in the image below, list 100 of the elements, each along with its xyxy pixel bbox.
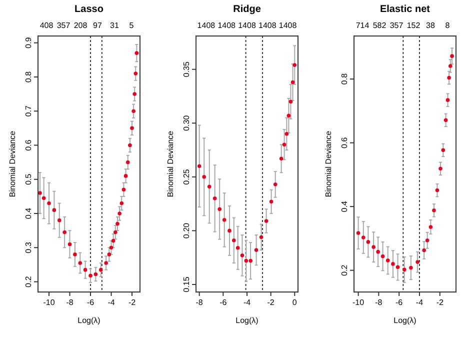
x-tick-label: -10 [352,298,365,307]
point [83,268,88,272]
text: 1408 [238,21,256,30]
chart-title: Elastic net [380,4,431,15]
y-tick-label: 0.15 [182,276,191,292]
text: 97 [93,21,102,30]
point [94,272,98,276]
x-tick-label: -4 [416,298,424,307]
y-tick-label: 0.4 [24,207,33,220]
point [228,228,232,233]
x-tick-label: -6 [220,298,228,307]
text: 582 [372,21,387,30]
point [282,142,286,147]
point [248,258,252,263]
point [259,235,264,240]
point [232,238,236,242]
y-tick-label: 0.35 [182,61,191,78]
text: 408 [40,21,54,30]
y-tick-label: 0.2 [24,276,33,288]
point [68,242,72,246]
point [386,258,390,262]
text: 1408 [197,21,216,30]
point [134,51,139,55]
text: 152 [406,21,421,30]
text: 8 [445,21,450,30]
y-axis-title: Binomial Deviance [8,130,17,198]
point [438,166,442,171]
text: 5 [129,21,134,30]
point [197,164,202,168]
point [361,236,366,240]
point [52,208,56,212]
point [391,262,395,266]
point [88,274,92,278]
point [134,72,138,76]
y-tick-label: 0.7 [24,104,33,117]
x-tick-label: -6 [396,298,404,307]
chart-title: Lasso [74,4,104,15]
x-tick-label: -4 [243,298,252,307]
point [207,184,212,188]
point [264,219,268,223]
point [402,268,406,272]
point [42,196,46,200]
y-axis-title: Binomial Deviance [324,130,333,198]
point [366,240,370,244]
x-tick-label: 0 [292,298,298,307]
text: 38 [426,21,436,30]
point [425,238,430,242]
point [444,118,448,122]
point [446,98,450,102]
y-tick-label: 0.8 [24,70,33,83]
point [450,54,454,58]
y-tick-label: 0.20 [182,222,191,238]
point [422,248,426,252]
point [78,261,82,265]
y-tick-label: 0.3 [24,242,33,254]
point [240,254,244,258]
point [116,222,120,226]
point [202,175,206,179]
y-tick-label: 0.4 [340,200,349,212]
point [244,258,248,263]
point [98,268,103,272]
x-tick-label: -8 [196,298,204,307]
x-axis-title: Log(λ) [78,316,101,325]
point [372,245,376,249]
point [128,143,132,148]
point [73,252,77,256]
x-tick-label: -2 [267,298,275,307]
text: 31 [110,21,120,30]
point [124,174,128,178]
y-tick-label: 0.6 [340,136,349,148]
point [441,148,446,152]
point [356,231,360,235]
point [212,196,217,200]
point [273,182,278,186]
x-tick-label: -10 [43,298,56,307]
text: 208 [74,21,88,30]
point [47,201,51,206]
point [222,218,226,222]
point [126,160,130,164]
x-tick-label: -8 [375,298,383,307]
point [104,261,108,265]
point [416,260,420,264]
text: 714 [356,21,370,30]
text: 1408 [218,21,236,30]
y-tick-label: 0.9 [24,36,33,48]
point [254,248,258,252]
point [236,246,240,250]
point [62,230,66,234]
x-tick-label: -2 [436,298,444,307]
point [376,250,380,254]
point [447,76,451,80]
text: 1408 [278,21,298,30]
point [132,109,136,113]
point [38,191,42,195]
y-tick-label: 0.5 [24,173,33,185]
point [132,92,137,96]
y-tick-label: 0.6 [24,139,33,151]
text: 357 [56,21,71,30]
x-tick-label: -4 [108,298,116,307]
point [130,126,134,130]
